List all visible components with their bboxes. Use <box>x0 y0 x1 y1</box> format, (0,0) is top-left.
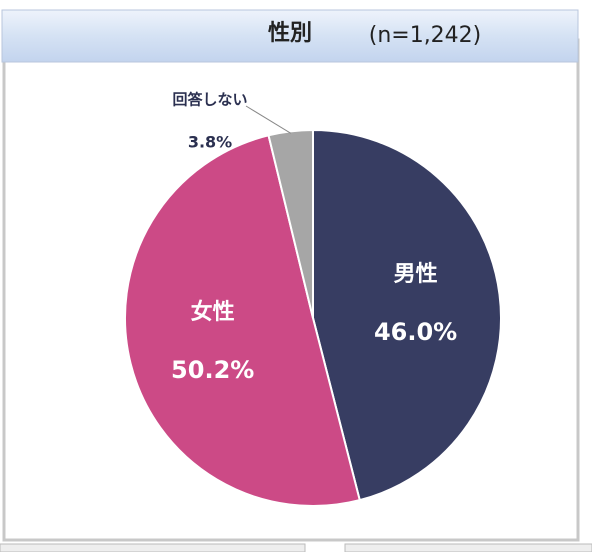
slice-label: 回答しない <box>172 91 247 109</box>
pie-slice <box>124 134 361 507</box>
bottom-panel <box>344 543 592 553</box>
slice-label: 女性 <box>191 299 235 325</box>
header-bar <box>1 9 579 63</box>
value-label: 50.2% <box>171 356 254 384</box>
pie-slice <box>312 128 502 502</box>
value-label: 46.0% <box>374 318 457 346</box>
chart-subtitle: (n=1,242) <box>369 23 482 48</box>
leader-line <box>245 105 292 134</box>
chart-title: 性別 <box>268 21 312 46</box>
slice-label: 男性 <box>394 262 438 287</box>
value-label: 3.8% <box>188 133 232 152</box>
pie-slice <box>267 128 314 319</box>
bottom-panel <box>0 543 306 553</box>
